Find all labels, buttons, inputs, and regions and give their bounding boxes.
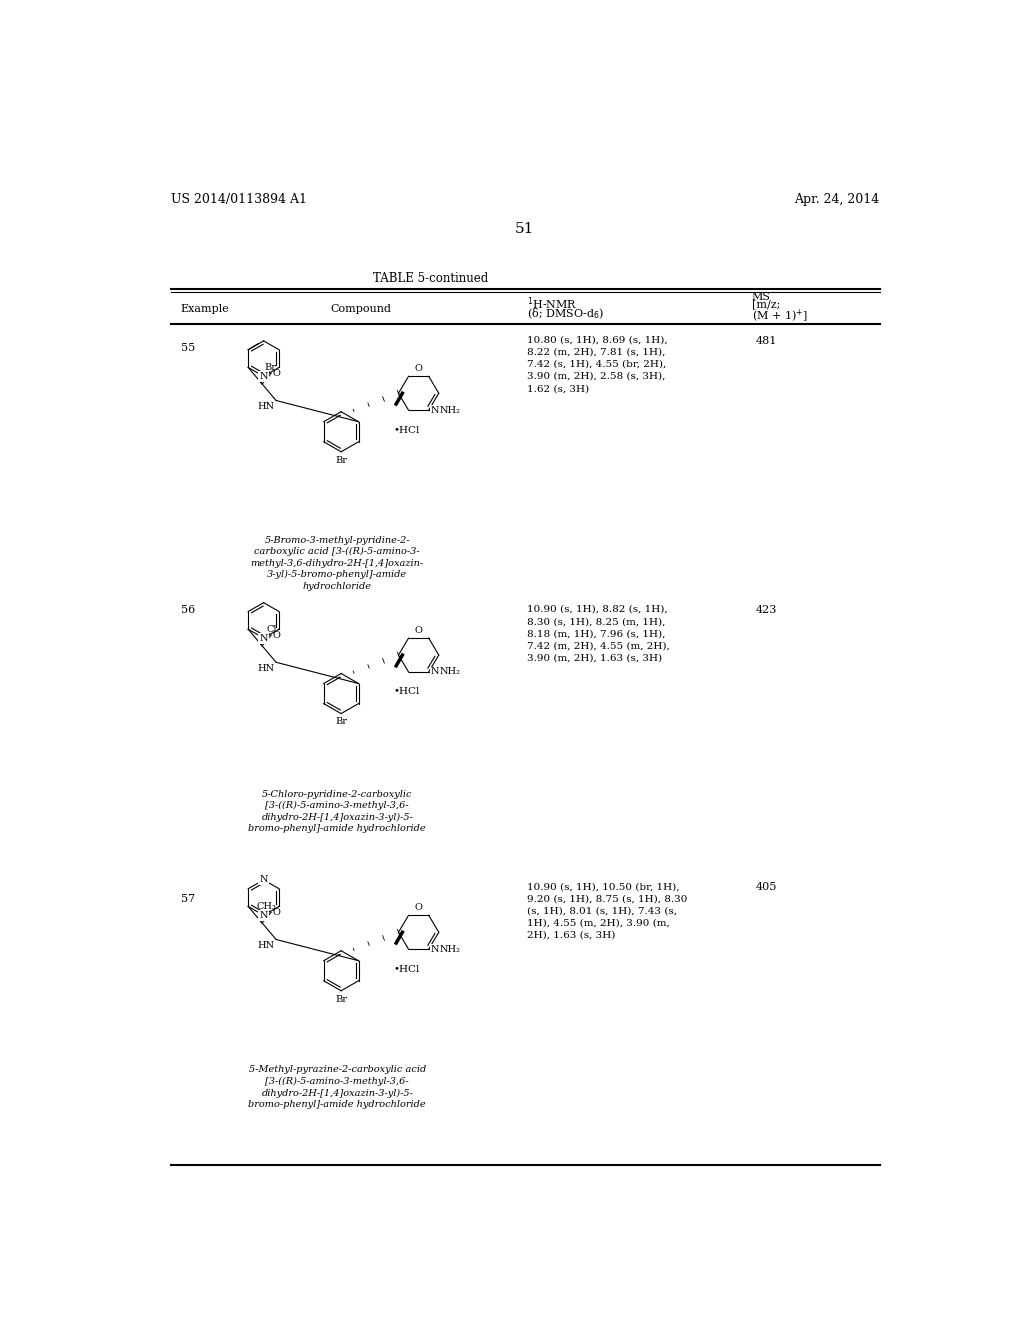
Text: $^{1}$H-NMR: $^{1}$H-NMR — [527, 296, 578, 312]
Text: O: O — [415, 626, 423, 635]
Text: NH₂: NH₂ — [439, 668, 461, 676]
Text: O: O — [415, 364, 423, 374]
Text: (M + 1)$^{+}$]: (M + 1)$^{+}$] — [752, 308, 808, 323]
Text: Apr. 24, 2014: Apr. 24, 2014 — [795, 193, 880, 206]
Text: (δ; DMSO-d$_{6}$): (δ; DMSO-d$_{6}$) — [527, 306, 604, 321]
Text: 5-Bromo-3-methyl-pyridine-2-
carboxylic acid [3-((R)-5-amino-3-
methyl-3,6-dihyd: 5-Bromo-3-methyl-pyridine-2- carboxylic … — [251, 536, 424, 591]
Text: 56: 56 — [180, 605, 195, 615]
Text: 10.90 (s, 1H), 8.82 (s, 1H),
8.30 (s, 1H), 8.25 (m, 1H),
8.18 (m, 1H), 7.96 (s, : 10.90 (s, 1H), 8.82 (s, 1H), 8.30 (s, 1H… — [527, 605, 670, 663]
Text: 5-Methyl-pyrazine-2-carboxylic acid
[3-((R)-5-amino-3-methyl-3,6-
dihydro-2H-[1,: 5-Methyl-pyrazine-2-carboxylic acid [3-(… — [249, 1065, 426, 1109]
Text: •HCl: •HCl — [394, 425, 420, 434]
Text: 57: 57 — [180, 894, 195, 904]
Text: Cl: Cl — [266, 624, 276, 634]
Text: O: O — [272, 368, 281, 378]
Text: 10.80 (s, 1H), 8.69 (s, 1H),
8.22 (m, 2H), 7.81 (s, 1H),
7.42 (s, 1H), 4.55 (br,: 10.80 (s, 1H), 8.69 (s, 1H), 8.22 (m, 2H… — [527, 335, 668, 393]
Text: N: N — [259, 372, 268, 380]
Text: O: O — [272, 631, 281, 640]
Text: N: N — [430, 668, 438, 676]
Text: N: N — [259, 634, 268, 643]
Text: Br: Br — [335, 995, 347, 1003]
Text: [m/z;: [m/z; — [752, 300, 780, 309]
Text: Br: Br — [335, 455, 347, 465]
Text: MS: MS — [752, 292, 771, 301]
Text: Example: Example — [180, 305, 229, 314]
Text: NH₂: NH₂ — [439, 405, 461, 414]
Text: N: N — [430, 945, 438, 953]
Text: N: N — [430, 405, 438, 414]
Text: N: N — [259, 911, 268, 920]
Text: 423: 423 — [756, 605, 777, 615]
Text: 5-Chloro-pyridine-2-carboxylic
[3-((R)-5-amino-3-methyl-3,6-
dihydro-2H-[1,4]oxa: 5-Chloro-pyridine-2-carboxylic [3-((R)-5… — [249, 789, 426, 833]
Text: 481: 481 — [756, 335, 777, 346]
Text: HN: HN — [257, 941, 274, 950]
Text: NH₂: NH₂ — [439, 945, 461, 953]
Text: O: O — [272, 908, 281, 917]
Text: •HCl: •HCl — [394, 965, 420, 974]
Text: 55: 55 — [180, 343, 195, 354]
Text: US 2014/0113894 A1: US 2014/0113894 A1 — [171, 193, 306, 206]
Text: Compound: Compound — [330, 305, 391, 314]
Text: N: N — [259, 875, 268, 884]
Text: HN: HN — [257, 664, 274, 673]
Text: Br: Br — [335, 718, 347, 726]
Text: HN: HN — [257, 403, 274, 411]
Text: CH₃: CH₃ — [257, 902, 276, 911]
Text: Br: Br — [265, 363, 276, 372]
Text: 405: 405 — [756, 882, 777, 892]
Text: 10.90 (s, 1H), 10.50 (br, 1H),
9.20 (s, 1H), 8.75 (s, 1H), 8.30
(s, 1H), 8.01 (s: 10.90 (s, 1H), 10.50 (br, 1H), 9.20 (s, … — [527, 882, 687, 940]
Text: 51: 51 — [515, 222, 535, 235]
Text: TABLE 5-continued: TABLE 5-continued — [373, 272, 487, 285]
Text: •HCl: •HCl — [394, 688, 420, 697]
Text: O: O — [415, 903, 423, 912]
